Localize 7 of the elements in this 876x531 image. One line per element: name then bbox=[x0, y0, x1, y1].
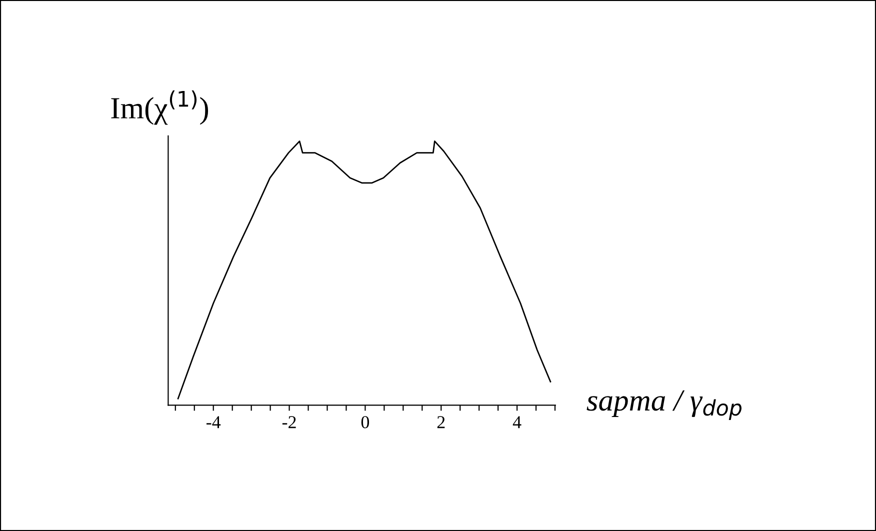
x-tick-label: 0 bbox=[361, 416, 370, 428]
x-tick-label: -4 bbox=[206, 416, 221, 428]
x-tick-label: 2 bbox=[437, 416, 445, 428]
x-axis-title: sapma / γ$_{dop}$ bbox=[586, 390, 742, 420]
x-tick-label: 4 bbox=[512, 416, 522, 428]
y-axis-title: Im(χ$^{(1)}$) bbox=[111, 90, 208, 125]
x-tick-label: -2 bbox=[282, 416, 296, 428]
